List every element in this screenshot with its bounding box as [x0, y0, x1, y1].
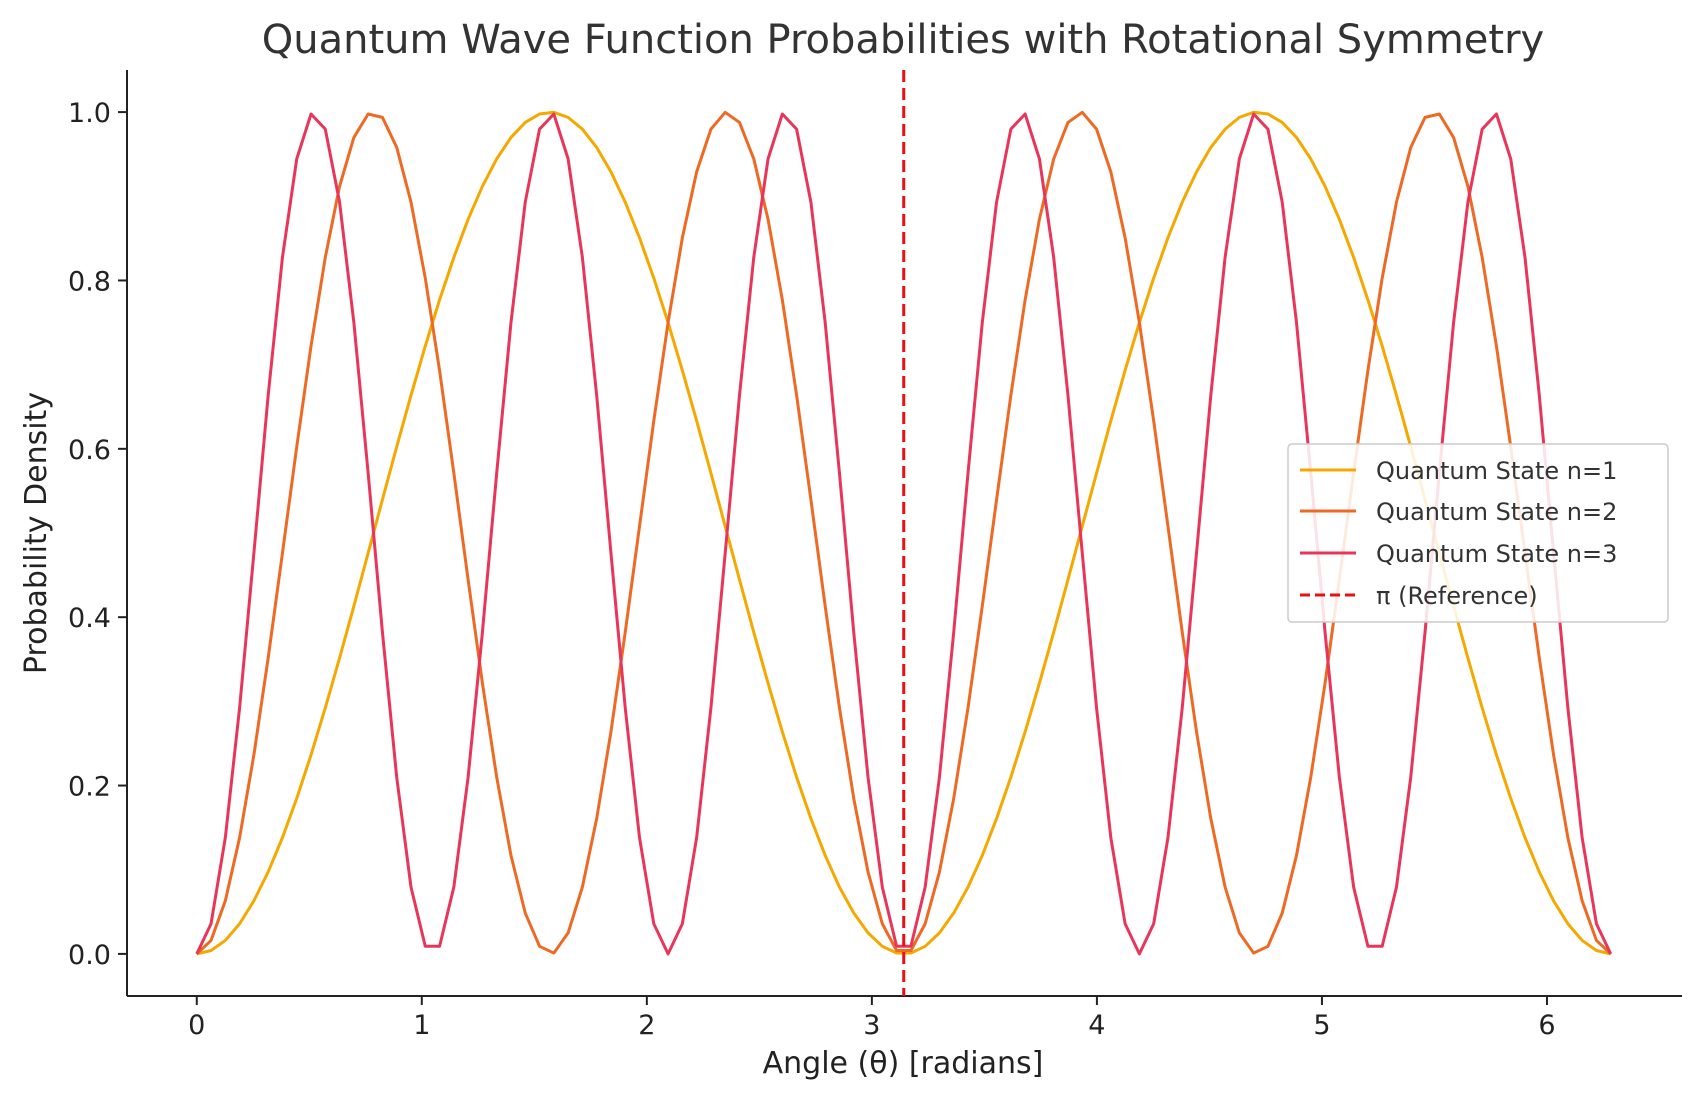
legend-label-n3: Quantum State n=3: [1376, 540, 1617, 568]
series-line-n2: [195, 110, 1612, 956]
legend-label-reference: π (Reference): [1376, 582, 1538, 610]
y-tick-label: 0.4: [68, 603, 111, 634]
y-tick-label: 0.0: [68, 940, 111, 971]
y-tick-label: 0.8: [68, 266, 111, 297]
chart-title: Quantum Wave Function Probabilities with…: [262, 17, 1544, 63]
y-tick-label: 1.0: [68, 98, 111, 129]
legend-entry-n3: Quantum State n=3: [1300, 540, 1617, 568]
x-tick-label: 1: [413, 1010, 430, 1041]
x-tick-label: 0: [188, 1010, 205, 1041]
y-ticks: 0.0 0.2 0.4 0.6 0.8 1.0: [68, 98, 127, 971]
y-tick-label: 0.2: [68, 772, 111, 803]
legend: Quantum State n=1 Quantum State n=2 Quan…: [1287, 443, 1669, 623]
x-tick-label: 3: [863, 1010, 880, 1041]
x-ticks: 0 1 2 3 4 5 6: [188, 996, 1556, 1041]
x-tick-label: 4: [1088, 1010, 1105, 1041]
y-axis-label: Probability Density: [19, 392, 54, 674]
legend-frame: [1287, 443, 1669, 623]
legend-entry-reference: π (Reference): [1300, 582, 1538, 610]
x-tick-label: 5: [1313, 1010, 1330, 1041]
series-line-n3: [195, 112, 1613, 956]
legend-entry-n1: Quantum State n=1: [1300, 457, 1617, 485]
legend-entry-n2: Quantum State n=2: [1300, 498, 1617, 526]
legend-label-n2: Quantum State n=2: [1376, 498, 1617, 526]
y-tick-label: 0.6: [68, 435, 111, 466]
x-tick-label: 6: [1538, 1010, 1555, 1041]
x-tick-label: 2: [638, 1010, 655, 1041]
legend-label-n1: Quantum State n=1: [1376, 457, 1617, 485]
x-axis-label: Angle (θ) [radians]: [763, 1046, 1044, 1081]
